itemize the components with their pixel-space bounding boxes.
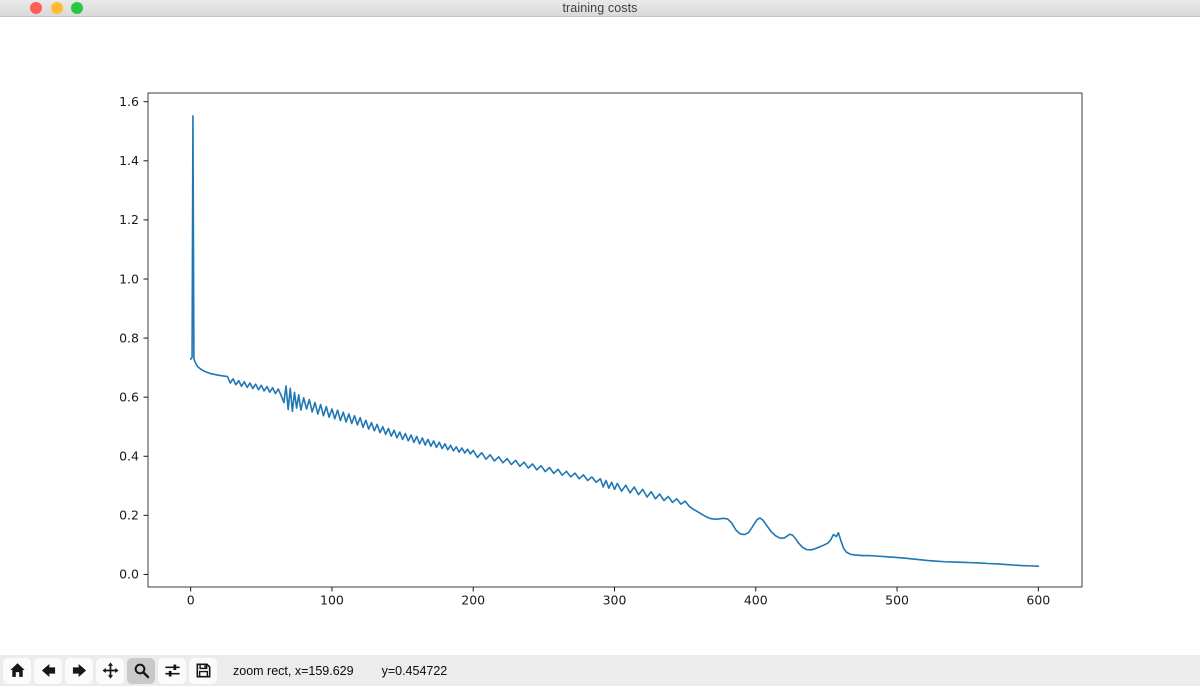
svg-text:100: 100 (320, 593, 344, 608)
window-title: training costs (562, 1, 638, 15)
back-button[interactable] (34, 657, 62, 684)
save-floppy-icon (196, 663, 210, 678)
svg-text:1.2: 1.2 (119, 212, 139, 227)
svg-text:0.6: 0.6 (119, 389, 139, 404)
svg-text:0: 0 (187, 593, 195, 608)
status-bar: zoom rect, x=159.629 y=0.454722 (233, 664, 447, 678)
window-titlebar[interactable]: training costs (0, 0, 1200, 17)
x-axis-ticks: 0 100 200 300 400 500 600 (187, 587, 1050, 608)
svg-text:0.8: 0.8 (119, 330, 139, 345)
forward-arrow-icon (72, 664, 86, 677)
status-mode-and-x-coordinate: zoom rect, x=159.629 (233, 663, 354, 678)
svg-text:0.2: 0.2 (119, 508, 139, 523)
zoom-button[interactable] (127, 657, 155, 684)
svg-text:500: 500 (885, 593, 909, 608)
svg-text:0.0: 0.0 (119, 567, 139, 582)
svg-text:200: 200 (461, 593, 485, 608)
status-y-coordinate: y=0.454722 (381, 663, 448, 678)
fullscreen-button[interactable] (71, 2, 83, 14)
minimize-button[interactable] (50, 2, 63, 14)
navigation-toolbar: zoom rect, x=159.629 y=0.454722 (0, 655, 1200, 686)
svg-text:400: 400 (744, 593, 768, 608)
forward-button[interactable] (65, 657, 93, 684)
svg-text:300: 300 (603, 593, 627, 608)
subplots-button[interactable] (158, 657, 186, 684)
save-button[interactable] (189, 657, 217, 684)
toolbar-buttons (3, 657, 217, 684)
plot-area[interactable]: 0 100 200 300 400 500 600 0.0 0.2 0.4 0.6 0.8 1.0 1.2… (0, 17, 1200, 655)
svg-text:0.4: 0.4 (119, 449, 139, 464)
pan-button[interactable] (96, 657, 124, 684)
y-axis-ticks: 0.0 0.2 0.4 0.6 0.8 1.0 1.2 1.4 1.6 (119, 94, 148, 582)
home-button[interactable] (3, 657, 31, 684)
axes-frame (147, 92, 1083, 588)
subplots-sliders-icon (164, 664, 180, 677)
pan-arrows-icon (101, 662, 119, 679)
training-cost-line (189, 115, 1040, 567)
svg-text:600: 600 (1026, 593, 1050, 608)
home-icon (9, 663, 25, 677)
back-arrow-icon (41, 664, 55, 677)
svg-text:1.0: 1.0 (119, 271, 139, 286)
zoom-magnifier-icon (134, 663, 149, 679)
close-button[interactable] (30, 2, 42, 14)
figure-canvas[interactable]: 0 100 200 300 400 500 600 0.0 0.2 0.4 0.6 0.8 1.0 1.2… (0, 17, 1200, 655)
svg-text:1.6: 1.6 (119, 94, 139, 109)
svg-text:1.4: 1.4 (119, 153, 139, 168)
traffic-lights (30, 2, 83, 14)
